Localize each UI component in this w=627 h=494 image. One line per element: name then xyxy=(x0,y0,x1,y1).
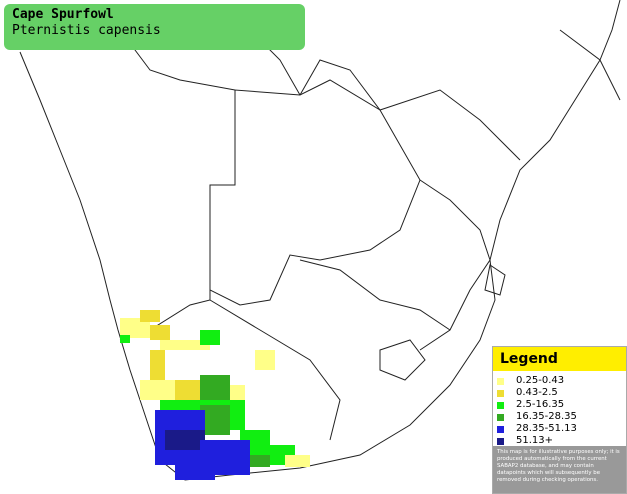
title-box: Cape Spurfowl Pternistis capensis xyxy=(4,4,305,50)
record-cell xyxy=(250,455,270,467)
record-cell xyxy=(200,330,220,345)
legend-item: 2.5-16.35 xyxy=(495,399,626,411)
border-eswatini xyxy=(484,264,506,296)
legend-items: 0.25-0.43 0.43-2.5 2.5-16.35 16.35-28.35 28.… xyxy=(493,371,626,447)
border-other xyxy=(249,29,621,101)
legend-swatch xyxy=(497,389,504,397)
legend-label: 2.5-16.35 xyxy=(516,399,565,410)
legend-swatch xyxy=(497,437,504,445)
legend-item: 0.25-0.43 xyxy=(495,375,626,387)
disclaimer: This map is for illustrative purposes on… xyxy=(493,446,626,493)
border-mozambique xyxy=(419,179,491,351)
legend-swatch xyxy=(497,413,504,421)
record-cell xyxy=(175,465,215,480)
coastline xyxy=(19,0,621,481)
legend-label: 0.25-0.43 xyxy=(516,375,565,386)
record-cell xyxy=(150,350,165,380)
border-botswana xyxy=(209,79,421,306)
record-cell xyxy=(150,325,170,340)
legend-label: 0.43-2.5 xyxy=(516,387,558,398)
record-cell xyxy=(120,318,150,338)
records xyxy=(120,310,310,480)
record-cell xyxy=(120,335,130,343)
legend: Legend 0.25-0.43 0.43-2.5 2.5-16.35 16.35-2… xyxy=(492,346,627,494)
record-cell xyxy=(140,310,160,322)
legend-swatch xyxy=(497,401,504,409)
legend-label: 51.13+ xyxy=(516,435,554,446)
legend-item: 0.43-2.5 xyxy=(495,387,626,399)
border-lesotho xyxy=(379,339,426,381)
border-zimbabwe xyxy=(299,59,521,161)
record-cell xyxy=(255,350,275,370)
legend-swatch xyxy=(497,425,504,433)
legend-title: Legend xyxy=(493,347,626,371)
legend-swatch xyxy=(497,377,504,385)
legend-item: 51.13+ xyxy=(495,435,626,447)
record-cell xyxy=(160,340,210,350)
title: Cape Spurfowl xyxy=(12,7,114,22)
border-province-2 xyxy=(209,299,341,441)
legend-label: 16.35-28.35 xyxy=(516,411,577,422)
legend-item: 28.35-51.13 xyxy=(495,423,626,435)
record-cell xyxy=(140,380,180,400)
legend-label: 28.35-51.13 xyxy=(516,423,577,434)
record-cell xyxy=(285,455,310,467)
border-province-1 xyxy=(299,259,451,331)
border-namibia xyxy=(119,185,211,341)
record-cell xyxy=(165,430,205,450)
subtitle: Pternistis capensis xyxy=(12,23,161,38)
legend-item: 16.35-28.35 xyxy=(495,411,626,423)
